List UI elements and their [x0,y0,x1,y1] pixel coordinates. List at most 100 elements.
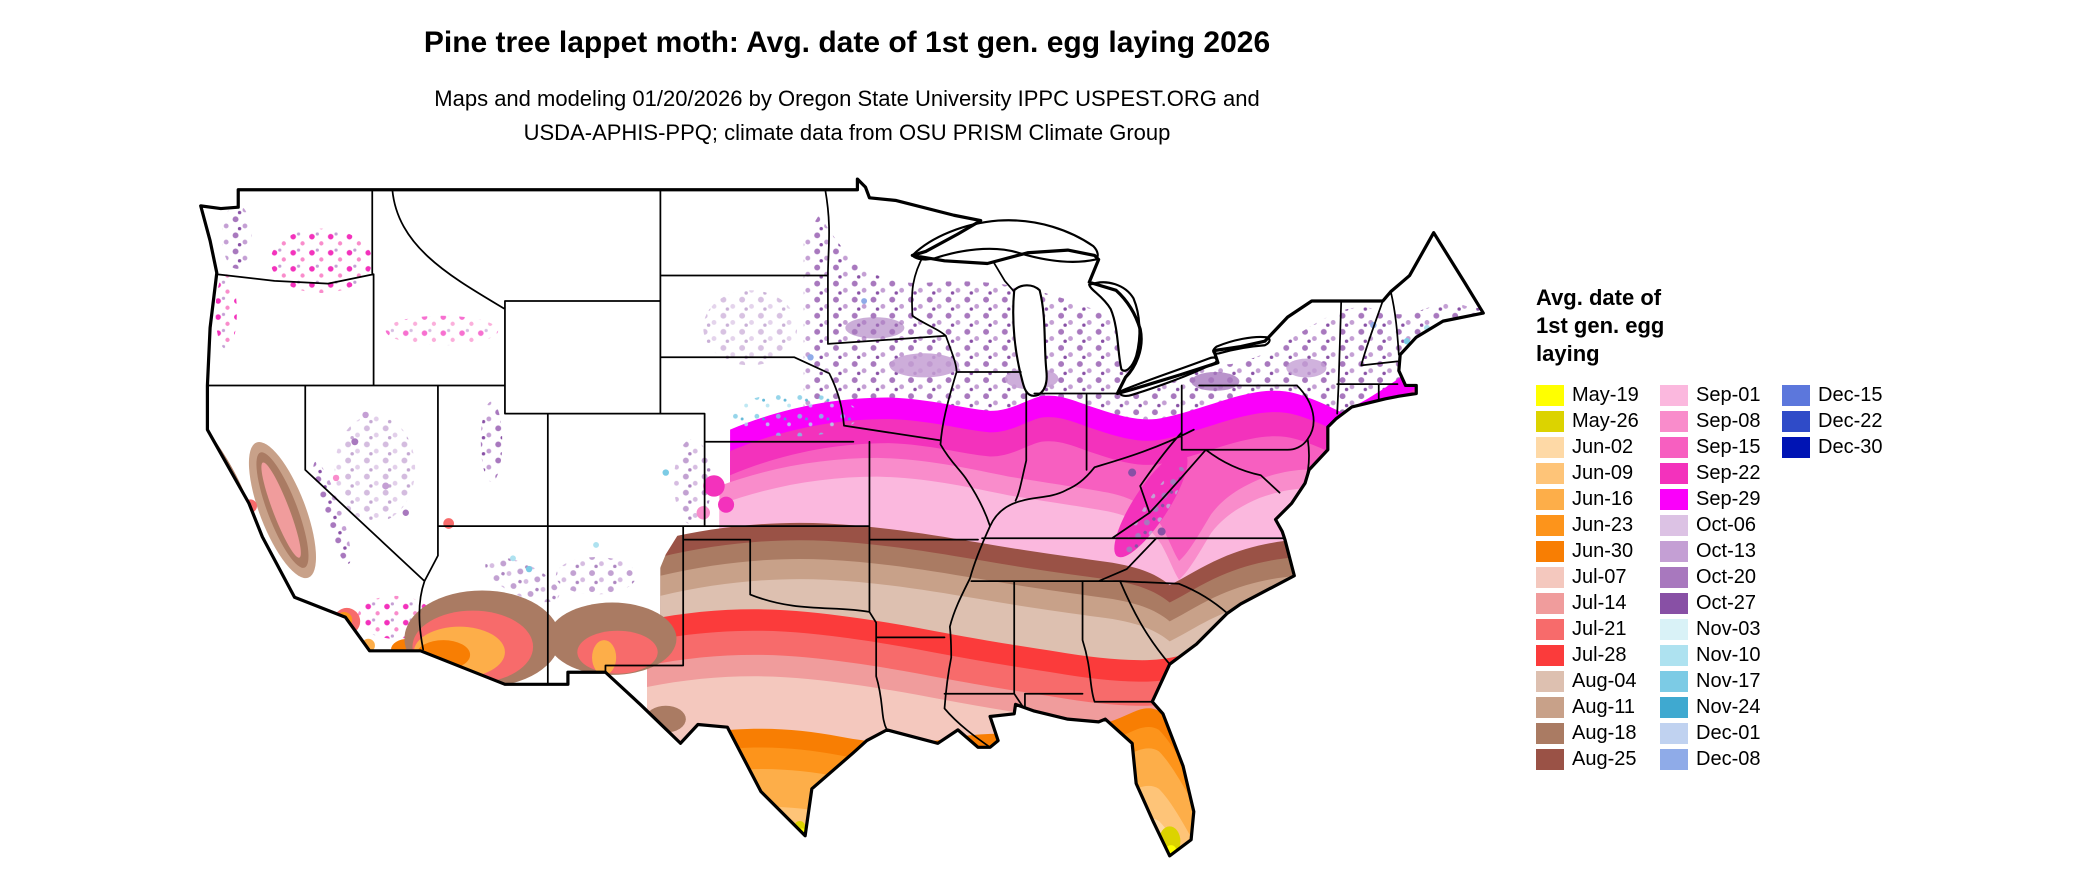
legend-swatch [1660,488,1688,510]
legend-item: Oct-06 [1660,512,1782,538]
legend-swatch [1536,540,1564,562]
legend-item: Dec-08 [1660,746,1782,772]
legend-swatch [1660,436,1688,458]
legend-item: Dec-15 [1782,382,1902,408]
legend-label: Nov-03 [1696,617,1761,640]
legend: Avg. date of 1st gen. egg laying May-19 … [1536,284,1996,772]
legend-item: Sep-15 [1660,434,1782,460]
legend-label: Sep-15 [1696,435,1761,458]
legend-swatch [1660,410,1688,432]
legend-swatch [1660,618,1688,640]
legend-item: Jun-02 [1536,434,1660,460]
legend-swatch [1660,514,1688,536]
legend-label: Jul-28 [1572,643,1627,666]
legend-swatch [1536,436,1564,458]
legend-title-line-2: 1st gen. egg [1536,313,1665,338]
legend-item: Jul-28 [1536,642,1660,668]
legend-item: Aug-18 [1536,720,1660,746]
legend-label: Jul-21 [1572,617,1627,640]
legend-label: Sep-29 [1696,487,1761,510]
legend-label: Jul-14 [1572,591,1627,614]
legend-label: Jun-09 [1572,461,1634,484]
legend-swatch [1660,696,1688,718]
legend-label: Oct-06 [1696,513,1757,536]
legend-swatch [1536,618,1564,640]
legend-swatch [1536,592,1564,614]
legend-label: Aug-04 [1572,669,1637,692]
legend-label: Sep-08 [1696,409,1761,432]
legend-item: Sep-08 [1660,408,1782,434]
legend-swatch [1660,670,1688,692]
legend-swatch [1536,410,1564,432]
legend-label: Nov-17 [1696,669,1761,692]
legend-item: Jul-21 [1536,616,1660,642]
legend-item: Nov-24 [1660,694,1782,720]
legend-item: Jun-09 [1536,460,1660,486]
legend-swatch [1536,722,1564,744]
legend-item: May-19 [1536,382,1660,408]
legend-swatch [1660,592,1688,614]
legend-label: Aug-11 [1572,695,1636,718]
legend-item: Jun-23 [1536,512,1660,538]
legend-label: Dec-01 [1696,721,1761,744]
legend-swatch [1782,410,1810,432]
legend-label: Jul-07 [1572,565,1627,588]
legend-label: Oct-20 [1696,565,1757,588]
page-title: Pine tree lappet moth: Avg. date of 1st … [423,26,1271,59]
legend-label: Jun-30 [1572,539,1634,562]
legend-item: Oct-27 [1660,590,1782,616]
legend-item: May-26 [1536,408,1660,434]
legend-swatch [1660,540,1688,562]
legend-item: Jul-07 [1536,564,1660,590]
legend-swatch [1536,748,1564,770]
legend-swatch [1660,748,1688,770]
legend-label: May-26 [1572,409,1639,432]
legend-item: Sep-22 [1660,460,1782,486]
conus-map-svg [199,177,1485,858]
legend-item: Nov-10 [1660,642,1782,668]
legend-label: Nov-10 [1696,643,1761,666]
legend-item: Nov-03 [1660,616,1782,642]
legend-label: Dec-08 [1696,747,1761,770]
legend-title: Avg. date of 1st gen. egg laying [1536,284,1996,368]
legend-column-2: Sep-01 Sep-08 Sep-15 Sep-22 Sep-29 Oct-0… [1660,382,1782,772]
legend-item: Nov-17 [1660,668,1782,694]
legend-grid: May-19 May-26 Jun-02 Jun-09 Jun-16 Jun-2… [1536,382,1996,772]
legend-title-line-1: Avg. date of [1536,285,1662,310]
legend-swatch [1660,384,1688,406]
legend-swatch [1536,384,1564,406]
legend-swatch [1536,696,1564,718]
legend-label: Aug-18 [1572,721,1637,744]
legend-label: Sep-01 [1696,383,1761,406]
state-borders [206,188,1400,749]
legend-swatch [1536,462,1564,484]
legend-swatch [1536,514,1564,536]
legend-label: Oct-27 [1696,591,1757,614]
legend-column-1: May-19 May-26 Jun-02 Jun-09 Jun-16 Jun-2… [1536,382,1660,772]
legend-label: Nov-24 [1696,695,1761,718]
legend-label: Dec-22 [1818,409,1883,432]
legend-swatch [1660,566,1688,588]
legend-item: Oct-13 [1660,538,1782,564]
legend-item: Sep-01 [1660,382,1782,408]
legend-swatch [1660,644,1688,666]
legend-swatch [1660,462,1688,484]
legend-label: May-19 [1572,383,1639,406]
legend-swatch [1536,488,1564,510]
legend-item: Dec-30 [1782,434,1902,460]
legend-item: Jul-14 [1536,590,1660,616]
legend-item: Sep-29 [1660,486,1782,512]
legend-swatch [1660,722,1688,744]
legend-label: Oct-13 [1696,539,1757,562]
legend-label: Dec-15 [1818,383,1883,406]
legend-item: Aug-25 [1536,746,1660,772]
legend-swatch [1536,644,1564,666]
legend-item: Jun-30 [1536,538,1660,564]
subtitle-line-1: Maps and modeling 01/20/2026 by Oregon S… [434,86,1260,111]
legend-title-line-3: laying [1536,341,1600,366]
legend-column-3: Dec-15 Dec-22 Dec-30 [1782,382,1902,772]
legend-item: Aug-11 [1536,694,1660,720]
legend-item: Dec-22 [1782,408,1902,434]
legend-item: Dec-01 [1660,720,1782,746]
legend-item: Jun-16 [1536,486,1660,512]
